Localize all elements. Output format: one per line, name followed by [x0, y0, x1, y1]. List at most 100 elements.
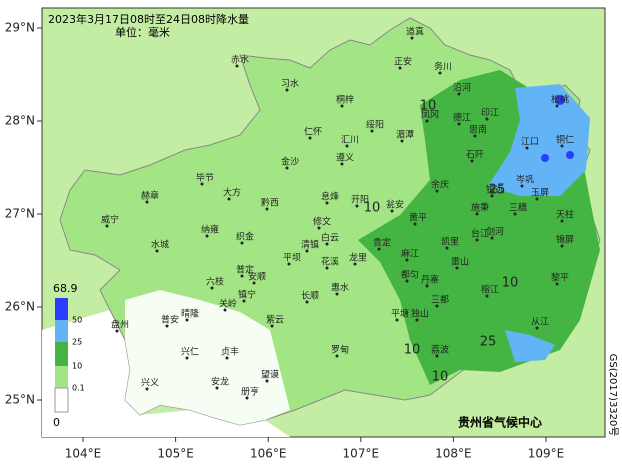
contour-label: 25: [489, 183, 506, 198]
city-name: 龙里: [349, 252, 367, 264]
city-name: 纳雍: [201, 224, 219, 236]
city-dot: [252, 281, 256, 285]
city-dot: [287, 262, 291, 266]
city-dot: [308, 136, 312, 140]
city-dot: [535, 197, 539, 201]
city-name: 荔波: [431, 344, 449, 356]
city-name: 务川: [434, 61, 452, 73]
map-unit: 单位：毫米: [115, 25, 170, 39]
city-dot: [525, 146, 529, 150]
city-name: 都匀: [401, 269, 419, 281]
city-name: 印江: [481, 107, 499, 119]
city-dot: [205, 234, 209, 238]
city-name: 江口: [521, 137, 539, 148]
city-name: 水城: [151, 239, 169, 251]
city-dot: [200, 182, 204, 186]
approval-number: GS(2017)3320号: [607, 354, 619, 437]
lon-label: 105°E: [157, 447, 194, 461]
contour-label: 10: [404, 343, 421, 358]
city-name: 六枝: [206, 276, 224, 288]
city-name: 沿河: [453, 82, 471, 94]
city-name: 册亨: [241, 386, 259, 398]
city-name: 丹寨: [421, 274, 439, 286]
city-name: 惠水: [331, 282, 349, 294]
city-name: 凯里: [441, 236, 459, 248]
city-name: 花溪: [321, 256, 339, 268]
city-dot: [413, 222, 417, 226]
city-dot: [305, 300, 309, 304]
city-dot: [215, 386, 219, 390]
city-dot: [560, 144, 564, 148]
map-title: 2023年3月17日08时至24日08时降水量: [48, 12, 249, 26]
lon-label: 108°E: [435, 447, 472, 461]
city-dot: [485, 117, 489, 121]
city-name: 金沙: [281, 156, 299, 168]
city-dot: [265, 207, 269, 211]
city-name: 镇远: [486, 184, 504, 196]
city-name: 施秉: [471, 202, 489, 214]
contour-label: 10: [364, 201, 381, 216]
city-dot: [115, 329, 119, 333]
city-dot: [490, 194, 494, 198]
city-name: 铜仁: [556, 134, 574, 146]
city-dot: [235, 64, 239, 68]
legend-swatch: [55, 366, 68, 388]
legend-swatch: [55, 298, 68, 320]
city-name: 雷山: [451, 257, 469, 268]
city-dot: [560, 219, 564, 223]
city-dot: [475, 238, 479, 242]
city-dot: [390, 209, 394, 213]
city-dot: [405, 258, 409, 262]
city-dot: [105, 224, 109, 228]
legend-level: 25: [72, 338, 82, 347]
rain-50: [555, 95, 565, 105]
city-name: 息烽: [321, 191, 339, 203]
city-name: 普安: [161, 314, 179, 326]
city-dot: [377, 247, 381, 251]
city-dot: [285, 88, 289, 92]
city-dot: [335, 354, 339, 358]
city-dot: [145, 387, 149, 391]
city-dot: [325, 266, 329, 270]
city-name: 习水: [281, 78, 299, 90]
city-dot: [455, 266, 459, 270]
contour-label: 25: [480, 335, 497, 350]
city-name: 兴仁: [181, 346, 199, 358]
city-name: 绥阳: [366, 120, 384, 131]
lon-label: 107°E: [343, 447, 380, 461]
city-dot: [240, 274, 244, 278]
city-name: 贵定: [373, 237, 391, 249]
city-name: 赤水: [231, 54, 249, 66]
city-dot: [425, 284, 429, 288]
legend-min: 0: [53, 416, 60, 429]
city-name: 长顺: [301, 290, 319, 302]
city-name: 紫云: [266, 315, 284, 326]
city-dot: [317, 226, 321, 230]
city-dot: [445, 246, 449, 250]
city-dot: [155, 249, 159, 253]
city-name: 织金: [236, 231, 254, 243]
city-dot: [355, 204, 359, 208]
city-name: 德江: [453, 112, 471, 124]
city-name: 黎平: [551, 272, 569, 284]
city-dot: [535, 326, 539, 330]
lat-label: 27°N: [5, 207, 35, 221]
city-dot: [165, 324, 169, 328]
city-dot: [370, 129, 374, 133]
city-name: 岑巩: [516, 174, 534, 186]
city-name: 兴义: [141, 378, 159, 389]
city-dot: [240, 241, 244, 245]
credit: 贵州省气候中心: [458, 415, 542, 430]
city-name: 道真: [406, 26, 424, 38]
city-dot: [405, 279, 409, 283]
lon-label: 104°E: [65, 447, 102, 461]
city-dot: [345, 144, 349, 148]
city-name: 开阳: [351, 195, 369, 206]
city-dot: [145, 200, 149, 204]
city-name: 毕节: [196, 172, 214, 184]
city-name: 松桃: [551, 94, 569, 106]
city-dot: [457, 122, 461, 126]
legend-swatch: [54, 387, 69, 413]
city-name: 凤冈: [421, 110, 439, 121]
